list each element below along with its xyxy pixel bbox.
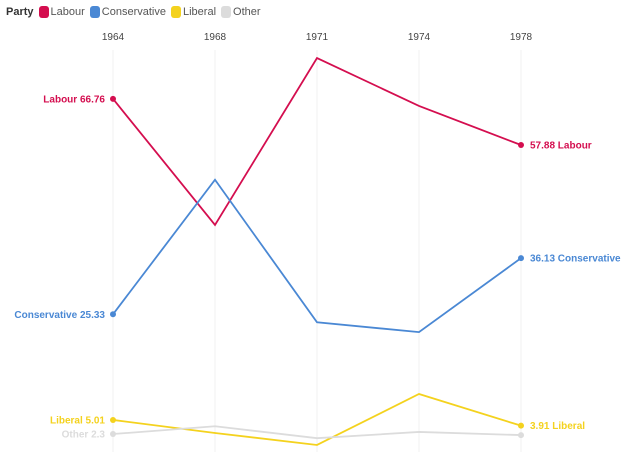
legend-item-conservative[interactable]: Conservative: [89, 6, 166, 18]
start-label: Other 2.3: [62, 430, 106, 441]
start-label: Labour 66.76: [43, 94, 105, 105]
legend-swatch: [89, 6, 100, 18]
x-tick-label: 1964: [102, 32, 125, 43]
end-label: 3.91 Liberal: [530, 421, 585, 432]
data-point: [518, 142, 524, 149]
start-label: Conservative 25.33: [14, 310, 105, 321]
legend: Party Labour Conservative Liberal Other: [6, 6, 266, 18]
end-label: 36.13 Conservative: [530, 254, 621, 265]
data-point: [518, 422, 524, 429]
data-point: [518, 255, 524, 262]
legend-item-labour[interactable]: Labour: [38, 6, 85, 18]
legend-swatch: [221, 6, 232, 18]
x-tick-label: 1971: [306, 32, 329, 43]
legend-swatch: [171, 6, 181, 18]
data-point: [110, 95, 116, 102]
series-line-labour: [112, 56, 522, 227]
legend-label: Other: [233, 6, 261, 18]
data-point: [110, 311, 116, 318]
legend-label: Labour: [50, 6, 85, 18]
legend-title: Party: [6, 6, 34, 18]
legend-swatch: [38, 6, 49, 18]
legend-label: Liberal: [183, 6, 217, 18]
series-line-other: [112, 425, 522, 440]
series-line-conservative: [112, 178, 522, 334]
x-tick-label: 1968: [204, 32, 227, 43]
data-point: [518, 432, 524, 439]
x-tick-label: 1974: [408, 32, 431, 43]
data-point: [110, 416, 116, 423]
legend-item-other[interactable]: Other: [221, 6, 261, 18]
end-label: 57.88 Labour: [530, 141, 592, 152]
x-tick-label: 1978: [510, 32, 533, 43]
start-label: Liberal 5.01: [50, 415, 105, 426]
legend-label: Conservative: [101, 6, 166, 18]
legend-item-liberal[interactable]: Liberal: [171, 6, 216, 18]
data-point: [110, 431, 116, 438]
